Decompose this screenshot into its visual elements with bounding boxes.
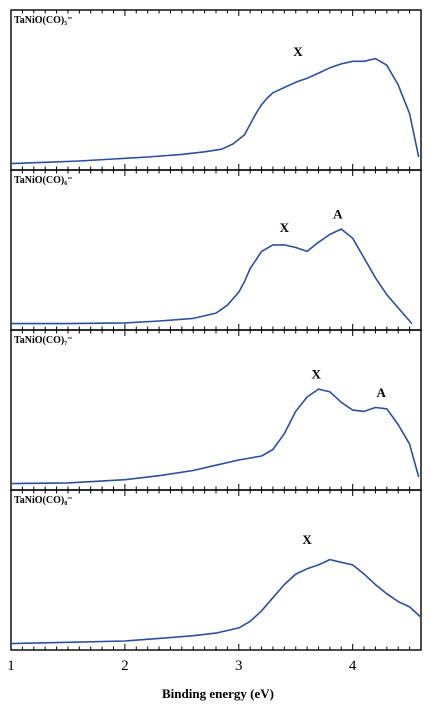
peak-label-x: X — [312, 367, 322, 382]
panel-label: TaNiO(CO)₆⁻ — [14, 175, 72, 186]
spectrum-trace — [10, 388, 420, 485]
x-tick-label: 1 — [7, 658, 15, 674]
spectrum-trace — [10, 57, 420, 165]
panel-label: TaNiO(CO)₅⁻ — [14, 15, 72, 26]
peak-label-x: X — [302, 532, 312, 547]
peak-label-a: A — [376, 385, 386, 400]
panel-frame — [10, 9, 422, 171]
x-axis: Binding energy (eV) 1 2 3 4 — [7, 658, 357, 701]
peak-label-a: A — [333, 207, 343, 222]
panel-4: TaNiO(CO)₈⁻ X — [10, 489, 422, 651]
x-tick-label: 4 — [349, 658, 357, 674]
x-axis-title: Binding energy (eV) — [162, 686, 274, 701]
x-tick-label: 2 — [121, 658, 129, 674]
spectrum-trace — [10, 558, 422, 645]
panel-1: TaNiO(CO)₅⁻ X — [10, 9, 422, 171]
panel-label: TaNiO(CO)₈⁻ — [14, 495, 72, 506]
panel-label: TaNiO(CO)₇⁻ — [14, 335, 72, 346]
spectrum-trace — [11, 228, 413, 325]
panel-2: TaNiO(CO)₆⁻ X A — [10, 169, 422, 331]
peak-label-x: X — [280, 220, 290, 235]
panel-3: TaNiO(CO)₇⁻ X A — [10, 329, 422, 491]
peak-label-x: X — [293, 44, 303, 59]
panels-group: TaNiO(CO)₅⁻XTaNiO(CO)₆⁻XATaNiO(CO)₇⁻XATa… — [10, 9, 422, 651]
x-tick-label: 3 — [235, 658, 243, 674]
